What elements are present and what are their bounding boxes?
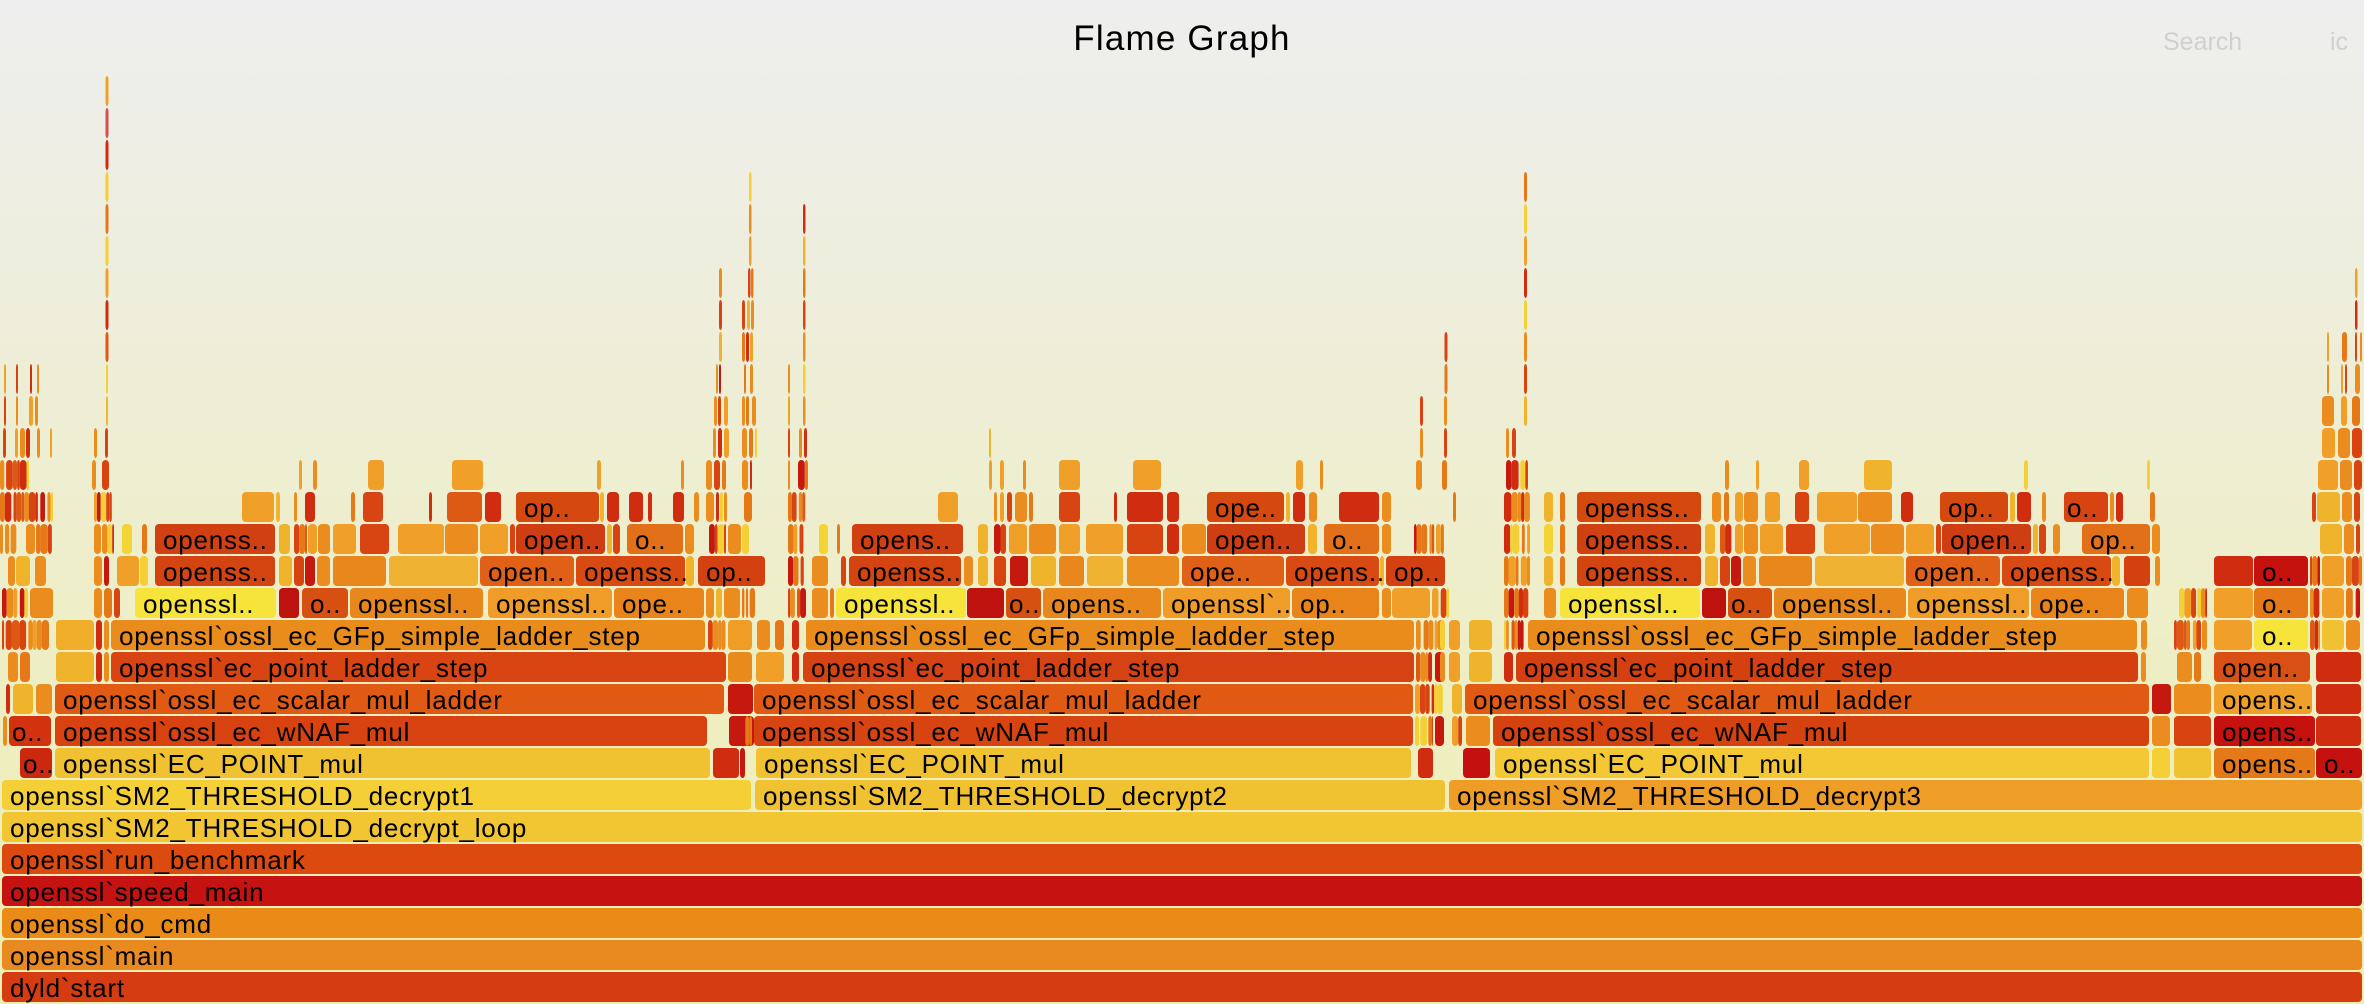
svg-text:openssl`EC_POINT_mul: openssl`EC_POINT_mul	[63, 749, 364, 779]
svg-text:openssl..: openssl..	[143, 589, 254, 619]
svg-text:openssl`ossl_ec_wNAF_mul: openssl`ossl_ec_wNAF_mul	[1501, 717, 1848, 747]
svg-text:ope..: ope..	[622, 589, 684, 619]
svg-text:openssl`SM2_THRESHOLD_decrypt1: openssl`SM2_THRESHOLD_decrypt1	[10, 781, 475, 811]
svg-text:openss..: openss..	[1585, 557, 1690, 587]
svg-text:o..: o..	[1009, 589, 1040, 619]
svg-text:openssl..: openssl..	[844, 589, 955, 619]
svg-text:o..: o..	[2067, 493, 2098, 523]
svg-text:op..: op..	[2090, 525, 2137, 555]
svg-text:openssl..: openssl..	[496, 589, 607, 619]
svg-text:o..: o..	[2262, 589, 2293, 619]
svg-text:o..: o..	[2262, 621, 2293, 651]
svg-text:o..: o..	[635, 525, 666, 555]
svg-text:openssl..: openssl..	[1916, 589, 2027, 619]
svg-text:opens..: opens..	[860, 525, 951, 555]
svg-text:opens..: opens..	[2222, 685, 2313, 715]
svg-text:opens..: opens..	[1294, 557, 1385, 587]
svg-text:open..: open..	[1950, 525, 2027, 555]
svg-text:openss..: openss..	[163, 557, 268, 587]
svg-text:open..: open..	[1215, 525, 1292, 555]
svg-text:openss..: openss..	[584, 557, 689, 587]
svg-text:openssl..: openssl..	[1782, 589, 1893, 619]
svg-text:Search: Search	[2163, 28, 2242, 56]
svg-text:opens..: opens..	[2222, 749, 2313, 779]
svg-text:openssl`SM2_THRESHOLD_decrypt2: openssl`SM2_THRESHOLD_decrypt2	[763, 781, 1228, 811]
svg-text:ope..: ope..	[2039, 589, 2101, 619]
svg-text:openssl`do_cmd: openssl`do_cmd	[10, 909, 212, 939]
svg-text:ope..: ope..	[1215, 493, 1277, 523]
svg-text:openssl`SM2_THRESHOLD_decrypt3: openssl`SM2_THRESHOLD_decrypt3	[1457, 781, 1922, 811]
svg-text:op..: op..	[706, 557, 753, 587]
svg-text:openssl`ossl_ec_scalar_mul_lad: openssl`ossl_ec_scalar_mul_ladder	[1473, 685, 1913, 715]
svg-text:openssl`ossl_ec_GFp_simple_lad: openssl`ossl_ec_GFp_simple_ladder_step	[1536, 621, 2058, 651]
svg-text:openss..: openss..	[857, 557, 962, 587]
svg-text:openss..: openss..	[2010, 557, 2115, 587]
svg-text:openssl`main: openssl`main	[10, 941, 174, 971]
svg-text:openssl`EC_POINT_mul: openssl`EC_POINT_mul	[1503, 749, 1804, 779]
svg-text:op..: op..	[1394, 557, 1441, 587]
svg-text:o..: o..	[1332, 525, 1363, 555]
svg-text:openssl..: openssl..	[358, 589, 469, 619]
svg-text:open..: open..	[1914, 557, 1991, 587]
svg-text:openssl`speed_main: openssl`speed_main	[10, 877, 264, 907]
svg-text:open..: open..	[488, 557, 565, 587]
svg-text:openssl`ossl_ec_wNAF_mul: openssl`ossl_ec_wNAF_mul	[63, 717, 410, 747]
svg-text:openss..: openss..	[1585, 525, 1690, 555]
svg-text:openssl`ec_point_ladder_step: openssl`ec_point_ladder_step	[811, 653, 1180, 683]
svg-text:openssl`ossl_ec_scalar_mul_lad: openssl`ossl_ec_scalar_mul_ladder	[63, 685, 503, 715]
svg-text:o..: o..	[1731, 589, 1762, 619]
svg-text:o..: o..	[23, 749, 54, 779]
svg-text:openssl`ec_point_ladder_step: openssl`ec_point_ladder_step	[1524, 653, 1893, 683]
svg-text:o..: o..	[12, 717, 43, 747]
svg-text:openssl`..: openssl`..	[1171, 589, 1292, 619]
svg-text:Flame Graph: Flame Graph	[1073, 19, 1290, 58]
svg-text:openssl`SM2_THRESHOLD_decrypt_: openssl`SM2_THRESHOLD_decrypt_loop	[10, 813, 527, 843]
svg-text:openssl`ossl_ec_scalar_mul_lad: openssl`ossl_ec_scalar_mul_ladder	[762, 685, 1202, 715]
svg-text:open..: open..	[2222, 653, 2299, 683]
svg-text:openssl`EC_POINT_mul: openssl`EC_POINT_mul	[764, 749, 1065, 779]
svg-text:openssl`ec_point_ladder_step: openssl`ec_point_ladder_step	[119, 653, 488, 683]
svg-text:o..: o..	[2262, 557, 2293, 587]
svg-text:openssl`ossl_ec_wNAF_mul: openssl`ossl_ec_wNAF_mul	[762, 717, 1109, 747]
svg-text:op..: op..	[1948, 493, 1995, 523]
svg-text:opens..: opens..	[1051, 589, 1142, 619]
svg-text:op..: op..	[1300, 589, 1347, 619]
svg-text:ope..: ope..	[1190, 557, 1252, 587]
svg-text:dyld`start: dyld`start	[10, 973, 125, 1003]
svg-text:op..: op..	[524, 493, 571, 523]
svg-text:o..: o..	[2324, 749, 2355, 779]
svg-text:openss..: openss..	[1585, 493, 1690, 523]
svg-text:openssl`ossl_ec_GFp_simple_lad: openssl`ossl_ec_GFp_simple_ladder_step	[814, 621, 1336, 651]
svg-text:o..: o..	[310, 589, 341, 619]
svg-text:openssl..: openssl..	[1568, 589, 1679, 619]
svg-text:openssl`run_benchmark: openssl`run_benchmark	[10, 845, 306, 875]
svg-text:opens..: opens..	[2222, 717, 2313, 747]
svg-text:ic: ic	[2330, 28, 2348, 56]
svg-text:open..: open..	[524, 525, 601, 555]
svg-text:openssl`ossl_ec_GFp_simple_lad: openssl`ossl_ec_GFp_simple_ladder_step	[119, 621, 641, 651]
svg-text:openss..: openss..	[163, 525, 268, 555]
